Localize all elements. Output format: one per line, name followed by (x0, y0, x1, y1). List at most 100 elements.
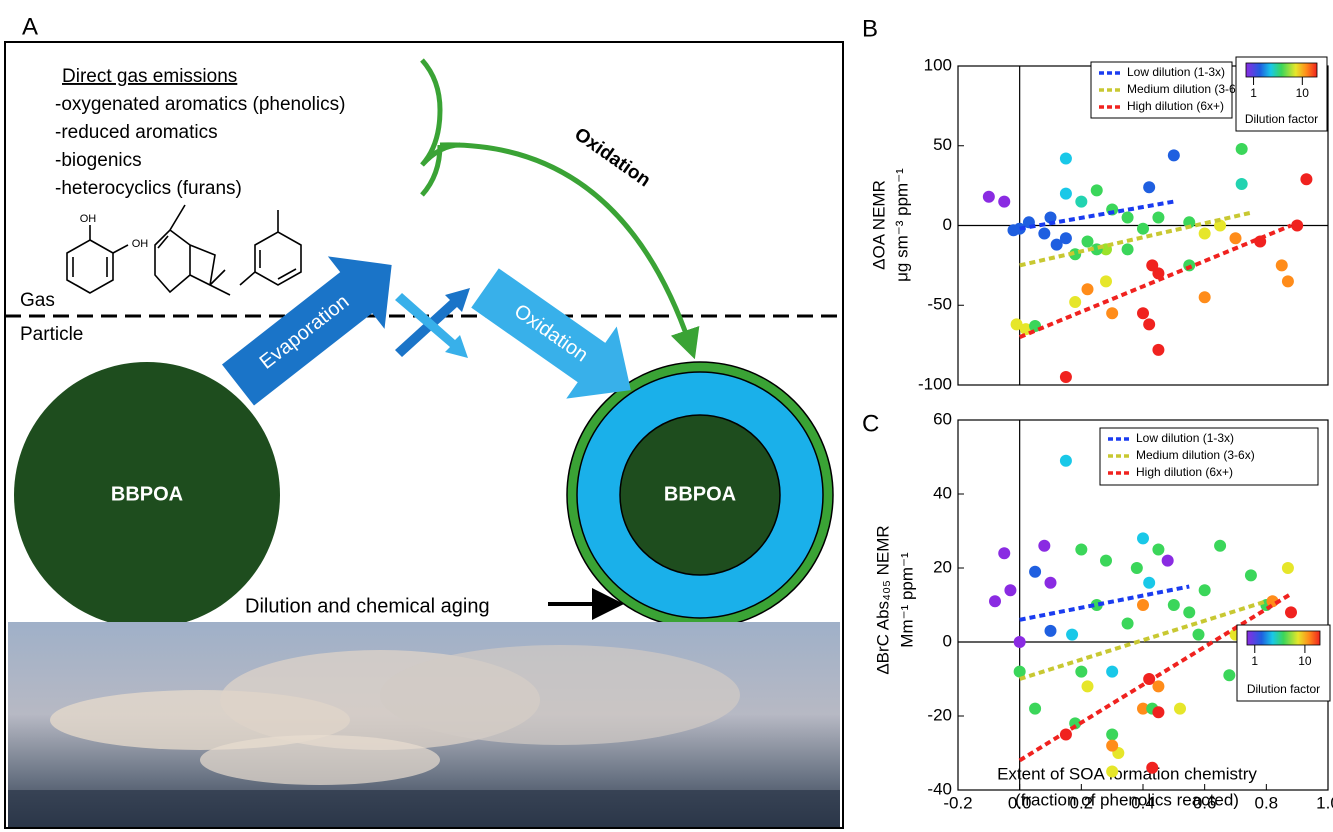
point (1010, 318, 1023, 331)
point (1090, 184, 1103, 197)
point (1137, 599, 1149, 611)
point (1090, 599, 1103, 611)
fit-line (1019, 584, 1190, 622)
point (1044, 624, 1057, 637)
fit-line (1018, 223, 1292, 339)
x-tick-label: 0.4 (1131, 793, 1155, 812)
colorbar-tick-label: 10 (1298, 654, 1312, 668)
y-tick-label: -20 (927, 705, 952, 724)
fit-line (1019, 599, 1267, 681)
point (1183, 216, 1196, 229)
point (1198, 227, 1211, 240)
point (1075, 543, 1088, 556)
particle-label: Particle (20, 324, 83, 345)
point (1235, 142, 1248, 155)
point (1281, 275, 1294, 288)
gas-label: Gas (20, 290, 55, 311)
point (1075, 665, 1088, 678)
point (1152, 343, 1165, 356)
blocked-exchange (395, 288, 470, 358)
point (1137, 702, 1149, 715)
oxidation-curve (420, 58, 690, 345)
point (1044, 576, 1057, 589)
particle (14, 362, 280, 628)
legend-label: Low dilution (1-3x) (1127, 65, 1225, 79)
y-tick-label: 40 (933, 483, 952, 502)
point (1198, 584, 1211, 597)
y-tick-label: 100 (924, 55, 952, 74)
point (1029, 702, 1042, 715)
point (1214, 539, 1227, 552)
particle-label: BBPOA (111, 483, 183, 505)
y-tick-label: -40 (927, 779, 952, 798)
x-tick-label: 0.0 (1008, 793, 1032, 812)
point (982, 190, 995, 203)
point (1069, 296, 1082, 309)
molecule-label: OH (132, 238, 149, 250)
point (1013, 636, 1026, 648)
legend-label: Low dilution (1-3x) (1136, 431, 1234, 445)
point (1100, 275, 1112, 288)
molecules (66, 204, 302, 296)
point (1143, 181, 1156, 194)
colorbar-tick-label: 10 (1296, 86, 1310, 100)
point (1106, 765, 1119, 778)
y-tick-label: 0 (943, 631, 952, 650)
point (1038, 539, 1051, 552)
aging-label: Dilution and chemical aging (245, 595, 490, 617)
point (1137, 222, 1149, 235)
legend-label: Medium dilution (3-6x) (1136, 448, 1255, 462)
point (1167, 149, 1180, 162)
point (1106, 307, 1119, 320)
point (1059, 454, 1072, 467)
legend-box (1090, 61, 1233, 119)
colorbar-tick-label: 1 (1250, 86, 1257, 100)
x-tick-label: -0.2 (943, 793, 972, 812)
list-item: -reduced aromatics (55, 122, 218, 143)
point (1059, 152, 1072, 165)
point (1174, 702, 1186, 715)
point (1161, 554, 1174, 567)
point (1152, 543, 1165, 556)
point (1050, 238, 1063, 251)
point (1244, 569, 1257, 582)
point (1100, 554, 1112, 567)
y-tick-label: 0 (943, 215, 952, 234)
x-tick-label: 0.2 (1070, 793, 1094, 812)
point (998, 195, 1011, 208)
point (1291, 219, 1304, 232)
list-item: -biogenics (55, 150, 142, 171)
point (1137, 532, 1149, 545)
point (1059, 187, 1072, 200)
y-tick-label: 20 (933, 557, 952, 576)
point (1130, 562, 1143, 574)
point (1081, 680, 1094, 693)
point (1143, 318, 1156, 331)
y-axis-label: μg sm⁻³ ppm⁻¹ (892, 168, 911, 282)
legend-label: High dilution (6x+) (1136, 465, 1233, 479)
point (1059, 371, 1072, 384)
point (1038, 227, 1051, 240)
fit-line (1019, 199, 1175, 231)
point (989, 595, 1001, 608)
point (1081, 235, 1094, 248)
point (1183, 606, 1196, 619)
colorbar-label: Dilution factor (1245, 112, 1318, 126)
x-axis-label: (fraction of phenolics reacted) (1015, 790, 1239, 809)
fit-line (1018, 592, 1293, 763)
point (1121, 211, 1134, 224)
point (1121, 617, 1134, 630)
point (1066, 628, 1079, 641)
panel-label: A (22, 13, 38, 40)
point (1152, 706, 1165, 719)
y-tick-label: 50 (933, 135, 952, 154)
y-tick-label: -100 (918, 374, 952, 393)
y-tick-label: -50 (927, 295, 952, 314)
x-tick-label: 0.8 (1255, 793, 1279, 812)
list-item: -oxygenated aromatics (phenolics) (55, 94, 345, 115)
point (1146, 761, 1159, 774)
legend-box (1099, 427, 1319, 486)
colorbar (1245, 62, 1318, 78)
